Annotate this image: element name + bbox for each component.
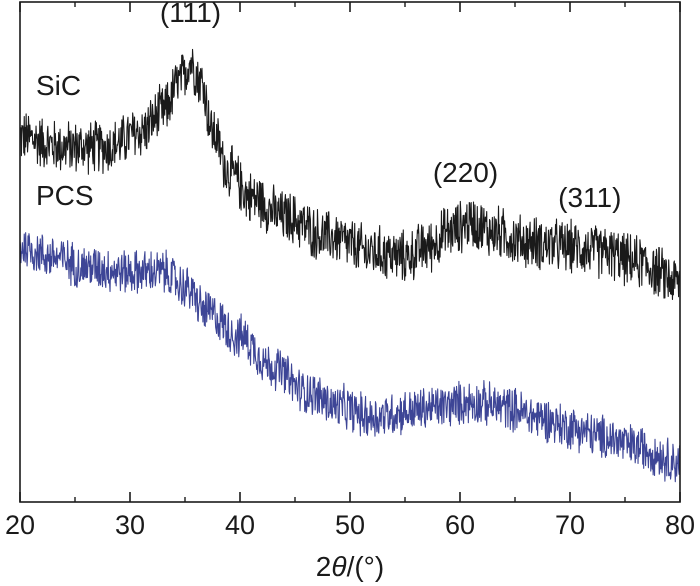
series-layer [19, 48, 681, 483]
label-layer: 20 30 40 50 60 70 80 (111) (220) (311) SiC PCS [5, 0, 695, 540]
x-tick-label: 80 [665, 510, 695, 540]
x-tick-label: 20 [5, 510, 35, 540]
x-tick-label: 70 [555, 510, 585, 540]
peak-label: (311) [558, 182, 621, 213]
x-tick-label: 60 [445, 510, 475, 540]
x-axis-label-suffix: /(°) [347, 551, 385, 582]
x-axis-label: 2θ/(°) [316, 551, 384, 582]
series-line-sic [19, 48, 681, 301]
x-tick-label: 50 [335, 510, 365, 540]
x-tick-label: 30 [115, 510, 145, 540]
x-axis-label-prefix: 2 [316, 551, 332, 582]
series-line-pcs [19, 232, 681, 483]
series-label-pcs: PCS [36, 180, 94, 211]
x-axis-label-symbol: θ [331, 551, 346, 582]
peak-label: (220) [433, 157, 498, 188]
x-tick-label: 40 [225, 510, 255, 540]
series-label-sic: SiC [36, 70, 81, 101]
peak-label: (111) [160, 0, 221, 28]
tick-layer [19, 2, 681, 502]
